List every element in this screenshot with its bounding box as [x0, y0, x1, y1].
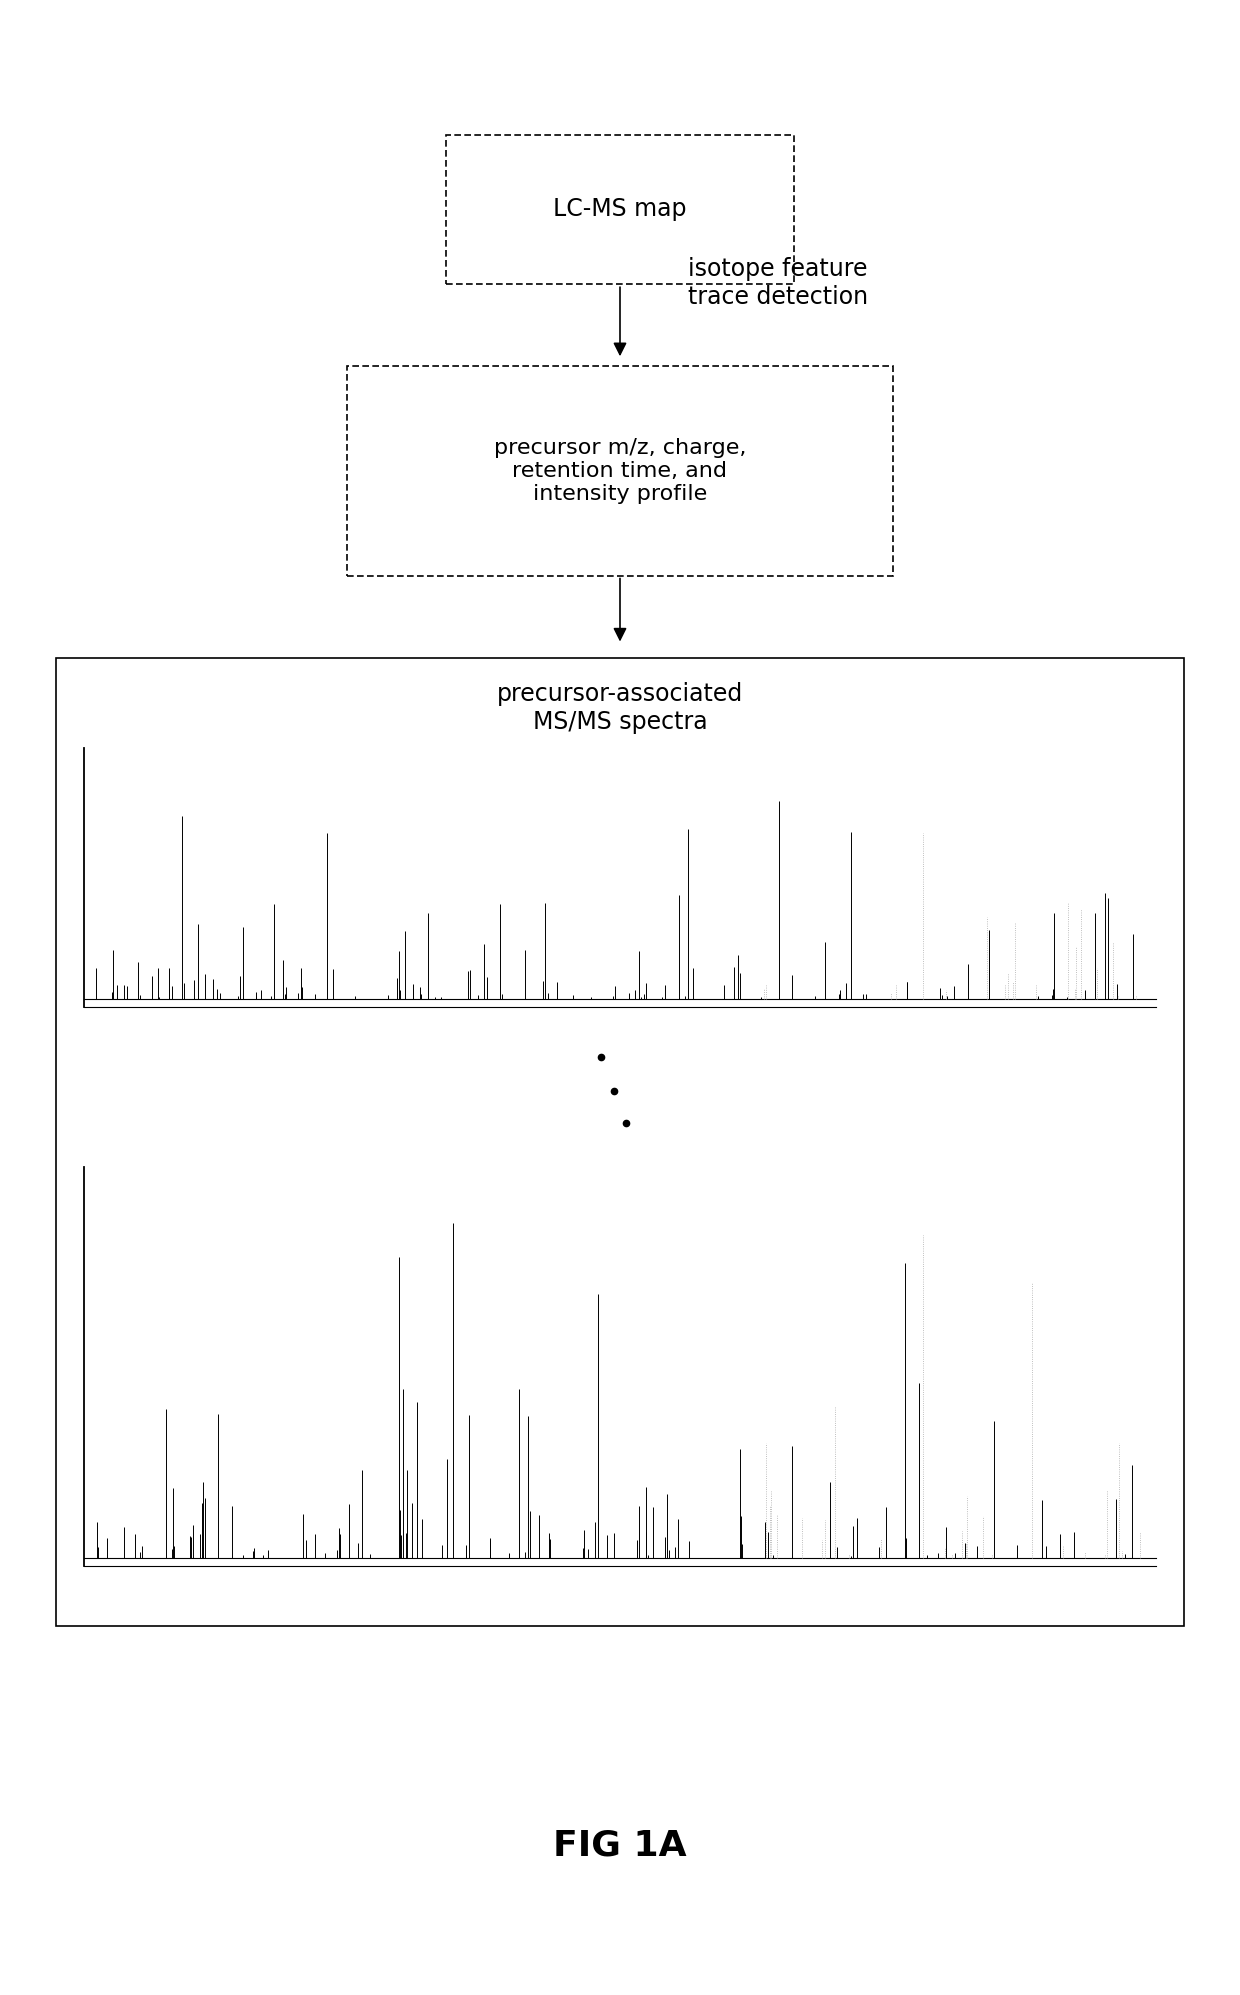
Text: FIG 1A: FIG 1A [553, 1827, 687, 1863]
Bar [446, 136, 794, 283]
Text: isotope feature
trace detection: isotope feature trace detection [688, 257, 868, 309]
Text: precursor-associated
MS/MS spectra: precursor-associated MS/MS spectra [497, 682, 743, 734]
Text: LC-MS map: LC-MS map [553, 198, 687, 221]
Text: precursor m/z, charge,
retention time, and
intensity profile: precursor m/z, charge, retention time, a… [494, 437, 746, 505]
Bar [56, 658, 1184, 1626]
Bar [347, 367, 893, 575]
